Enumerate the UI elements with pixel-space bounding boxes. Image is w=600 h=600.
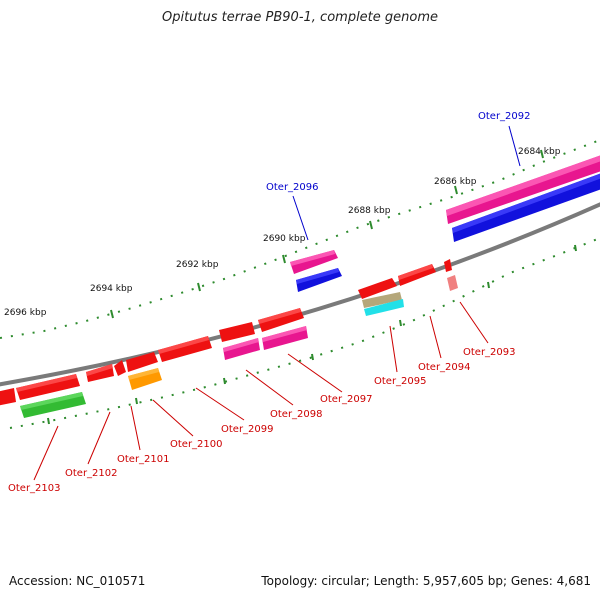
gene-oter-2093-red[interactable] (444, 259, 452, 272)
callout-oter-2093 (459, 301, 489, 344)
gene-oter-2092-blue-highlight (452, 173, 600, 233)
gene-label-oter-2097[interactable]: Oter_2097 (320, 394, 373, 405)
major-tick (135, 397, 138, 405)
genome-summary-label: Topology: circular; Length: 5,957,605 bp… (261, 574, 591, 588)
gene-label-oter-2100[interactable]: Oter_2100 (170, 439, 223, 450)
genome-backbone (0, 202, 600, 387)
major-tick (197, 282, 201, 292)
gene-label-oter-2099[interactable]: Oter_2099 (221, 424, 274, 435)
major-tick (574, 244, 577, 252)
gene-partial-left[interactable] (0, 388, 16, 406)
kbp-label-2690: 2690 kbp (263, 234, 306, 244)
callout-oter-2097 (287, 353, 343, 393)
outer-major-ticks (110, 149, 544, 319)
gene-oter-2096-magenta-highlight (290, 250, 335, 266)
major-tick (47, 417, 50, 425)
gene-oter-2103-green-highlight (20, 392, 83, 410)
gene-label-oter-2095[interactable]: Oter_2095 (374, 376, 427, 387)
gene-oter-2095-red[interactable] (358, 278, 397, 299)
major-tick (454, 185, 458, 195)
gene-oter-2100-orange[interactable] (128, 368, 162, 390)
kbp-label-2692: 2692 kbp (176, 260, 219, 270)
gene-label-oter-2103[interactable]: Oter_2103 (8, 483, 61, 494)
gene-oter-2101[interactable] (114, 360, 126, 376)
gene-oter-2098-magenta-highlight (223, 338, 259, 352)
callout-oter-2094 (429, 315, 442, 359)
gene-oter-2094-highlight (398, 264, 433, 280)
gene-oter-2096-blue-highlight (296, 268, 339, 284)
gene-oter-2092-magenta-highlight (446, 155, 600, 216)
gene-label-oter-2101[interactable]: Oter_2101 (117, 454, 170, 465)
callout-oter-2102 (87, 411, 111, 465)
major-tick (110, 309, 114, 319)
gene-oter-2100-orange-highlight (128, 368, 159, 380)
kbp-label-2688: 2688 kbp (348, 206, 391, 216)
gene-oter-2099-highlight (158, 336, 209, 354)
major-tick (487, 281, 490, 289)
callout-oter-2100 (152, 399, 194, 437)
callout-oter-2099 (195, 387, 245, 421)
callout-oter-2095 (389, 325, 398, 373)
kbp-label-2696: 2696 kbp (4, 308, 47, 318)
gene-label-oter-2094[interactable]: Oter_2094 (418, 362, 471, 373)
accession-label: Accession: NC_010571 (9, 574, 146, 588)
gene-label-oter-2093[interactable]: Oter_2093 (463, 347, 516, 358)
inner-tick-track (9, 237, 600, 429)
kbp-label-2686: 2686 kbp (434, 177, 477, 187)
gene-oter-2095-cyan[interactable] (364, 299, 404, 316)
gene-oter-2102-highlight (86, 364, 113, 376)
gene-label-oter-2102[interactable]: Oter_2102 (65, 468, 118, 479)
kbp-label-2684: 2684 kbp (518, 147, 561, 157)
gene-label-oter-2092[interactable]: Oter_2092 (478, 111, 531, 122)
gene-oter-2097-red-highlight (258, 308, 301, 324)
major-tick (311, 353, 314, 361)
major-tick (540, 149, 544, 159)
major-tick (282, 254, 286, 264)
kbp-label-2694: 2694 kbp (90, 284, 133, 294)
callout-oter-2103 (33, 425, 59, 481)
callout-oter-2098 (245, 369, 294, 406)
callout-oter-2101 (130, 405, 141, 451)
callout-oter-2096 (292, 195, 309, 241)
gene-label-oter-2096[interactable]: Oter_2096 (266, 182, 319, 193)
gene-oter-2093-pink[interactable] (447, 275, 458, 291)
gene-oter-2095-tan[interactable] (362, 292, 402, 308)
gene-oter-2100-red[interactable] (126, 352, 158, 372)
major-tick (369, 220, 373, 230)
figure-title: Opitutus terrae PB90-1, complete genome (161, 10, 439, 25)
callout-oter-2092 (508, 125, 521, 167)
gene-oter-2097-magenta-highlight (262, 326, 307, 342)
major-tick (399, 319, 402, 327)
major-tick (223, 377, 226, 385)
inner-major-ticks (47, 244, 577, 425)
gene-oter-2103-red-highlight (16, 374, 77, 392)
gene-label-oter-2098[interactable]: Oter_2098 (270, 409, 323, 420)
gene-oter-2098-red[interactable] (219, 322, 255, 342)
